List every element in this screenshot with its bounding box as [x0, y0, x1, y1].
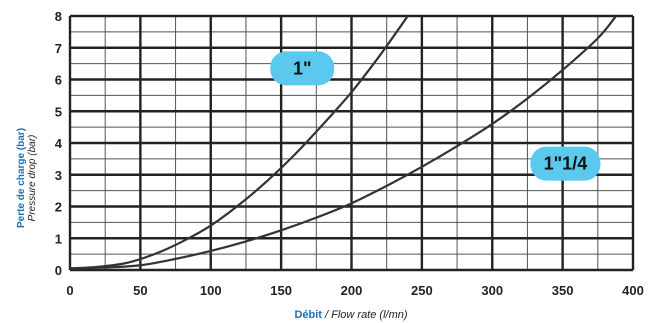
x-tick-label: 100: [200, 283, 222, 298]
x-axis-title: Débit / Flow rate (l/mn): [294, 309, 407, 321]
callouts: 1" 1"1/4: [270, 51, 601, 181]
y-tick-labels: 0 1 2 3 4 5 6 7 8: [55, 9, 63, 278]
series-callout-0: 1": [270, 51, 335, 86]
series-callout-1: 1"1/4: [530, 146, 601, 181]
x-tick-labels: 0 50 100 150 200 250 300 350 400: [66, 283, 643, 298]
series-callout-label: 1": [293, 58, 312, 78]
series-callout-bubble: [530, 146, 601, 181]
y-tick-label: 6: [55, 73, 62, 88]
x-tick-label: 400: [622, 283, 644, 298]
y-tick-label: 7: [55, 41, 62, 56]
y-tick-label: 1: [55, 231, 62, 246]
y-axis-title-primary: Perte de charge (bar): [16, 128, 27, 228]
y-tick-label: 5: [55, 104, 62, 119]
x-tick-label: 150: [270, 283, 292, 298]
x-tick-label: 300: [481, 283, 503, 298]
x-tick-label: 50: [133, 283, 147, 298]
x-axis-title-secondary: Flow rate (l/mn): [331, 309, 408, 321]
x-tick-label: 350: [552, 283, 574, 298]
y-tick-label: 8: [55, 9, 62, 24]
grid-major: [68, 14, 635, 272]
series-callout-label: 1"1/4: [544, 154, 588, 174]
x-axis-title-primary: Débit: [294, 309, 322, 321]
curves: [69, 15, 617, 270]
series-line-0: [69, 15, 409, 270]
y-tick-label: 2: [55, 200, 62, 215]
y-axis-title-secondary: Pressure drop (bar): [27, 135, 38, 222]
x-tick-label: 250: [411, 283, 433, 298]
series-callout-bubble: [270, 51, 335, 86]
x-tick-label: 200: [341, 283, 363, 298]
x-tick-label: 0: [66, 283, 73, 298]
y-tick-label: 0: [55, 263, 62, 278]
series-line-1: [69, 15, 617, 270]
y-tick-label: 3: [55, 168, 62, 183]
y-axis-title: Perte de charge (bar) Pressure drop (bar…: [16, 128, 38, 228]
x-axis-title-separator: /: [322, 309, 331, 321]
y-tick-label: 4: [55, 136, 63, 151]
